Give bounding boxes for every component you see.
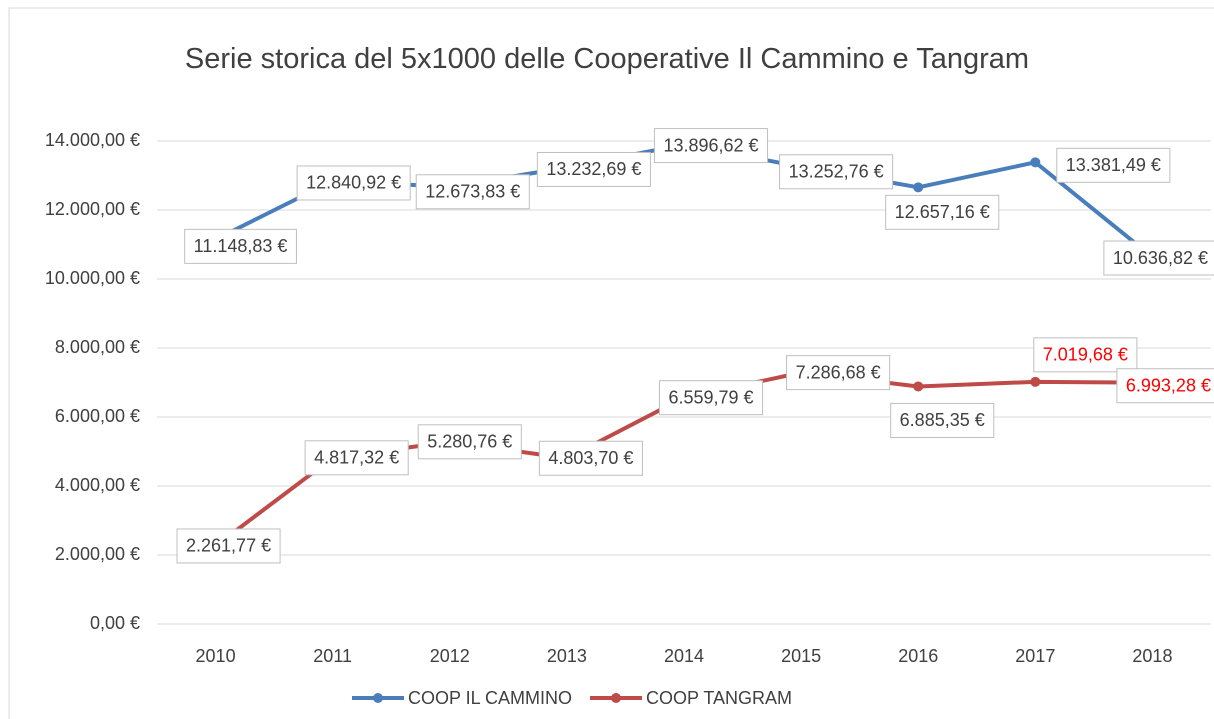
data-label: 7.286,68 € xyxy=(786,355,891,391)
data-label-text: 5.280,76 € xyxy=(427,432,512,452)
data-label-box xyxy=(296,165,411,201)
x-tick-label: 2018 xyxy=(1132,646,1172,666)
data-label-box xyxy=(304,440,409,476)
data-label-box xyxy=(658,380,764,416)
data-label-box xyxy=(1116,368,1214,404)
y-tick-label: 10.000,00 € xyxy=(45,268,140,288)
x-tick-label: 2014 xyxy=(664,646,704,666)
data-label: 4.817,32 € xyxy=(304,440,409,476)
data-label: 10.636,82 € xyxy=(1103,240,1214,276)
data-label: 12.657,16 € xyxy=(885,194,1000,230)
data-label-text: 13.252,76 € xyxy=(789,162,884,182)
data-label-text: 6.885,35 € xyxy=(900,410,985,430)
data-label: 13.381,49 € xyxy=(1056,147,1171,183)
data-label: 13.232,69 € xyxy=(536,151,651,187)
data-label: 11.148,83 € xyxy=(184,228,297,264)
data-label-box xyxy=(885,194,1000,230)
x-tick-label: 2010 xyxy=(196,646,236,666)
data-label-text: 4.803,70 € xyxy=(548,448,633,468)
data-label-box xyxy=(1103,240,1214,276)
x-tick-label: 2013 xyxy=(547,646,587,666)
data-label-text: 6.559,79 € xyxy=(668,387,753,407)
legend-label: COOP TANGRAM xyxy=(646,688,792,708)
data-label: 7.019,68 € xyxy=(1033,337,1138,373)
series-marker xyxy=(913,182,924,193)
data-label-box xyxy=(890,402,995,438)
x-tick-label: 2015 xyxy=(781,646,821,666)
y-tick-label: 12.000,00 € xyxy=(45,199,140,219)
legend-marker xyxy=(611,693,622,703)
data-label-text: 12.673,83 € xyxy=(425,182,520,202)
data-label-box xyxy=(417,424,522,460)
data-label-text: 13.896,62 € xyxy=(663,135,758,155)
data-label-box xyxy=(779,154,894,190)
data-label: 12.673,83 € xyxy=(415,174,530,210)
data-label-box xyxy=(653,128,769,164)
chart-border xyxy=(8,7,1214,719)
y-tick-label: 8.000,00 € xyxy=(55,337,140,357)
series-marker xyxy=(1030,157,1041,168)
legend-label: COOP IL CAMMINO xyxy=(408,688,572,708)
y-tick-label: 2.000,00 € xyxy=(55,544,140,564)
data-label: 13.252,76 € xyxy=(779,154,894,190)
y-tick-label: 6.000,00 € xyxy=(55,406,140,426)
data-label-box xyxy=(536,151,651,187)
x-tick-label: 2012 xyxy=(430,646,470,666)
y-tick-label: 0,00 € xyxy=(90,613,140,633)
series-marker xyxy=(913,381,924,392)
data-label-text: 13.381,49 € xyxy=(1066,155,1161,175)
data-label-text: 7.019,68 € xyxy=(1043,345,1128,365)
data-label-text: 12.840,92 € xyxy=(306,173,401,193)
data-label: 4.803,70 € xyxy=(538,440,643,476)
data-label-text: 13.232,69 € xyxy=(546,159,641,179)
data-label-box xyxy=(176,528,281,564)
data-label-box xyxy=(1033,337,1138,373)
data-label-text: 2.261,77 € xyxy=(186,536,271,556)
y-tick-label: 14.000,00 € xyxy=(45,130,140,150)
data-label: 12.840,92 € xyxy=(296,165,411,201)
data-label-text: 4.817,32 € xyxy=(314,448,399,468)
series-marker xyxy=(1030,376,1041,387)
data-label-text: 11.148,83 € xyxy=(194,236,288,256)
data-label-text: 10.636,82 € xyxy=(1113,248,1208,268)
data-label-box xyxy=(538,440,643,476)
data-label: 2.261,77 € xyxy=(176,528,281,564)
data-label: 6.559,79 € xyxy=(658,380,764,416)
data-label: 5.280,76 € xyxy=(417,424,522,460)
data-label-box xyxy=(184,228,297,264)
data-label-text: 12.657,16 € xyxy=(895,202,990,222)
data-label: 6.993,28 € xyxy=(1116,368,1214,404)
data-label-text: 6.993,28 € xyxy=(1126,375,1211,395)
legend-marker xyxy=(373,693,383,703)
data-label-box xyxy=(415,174,530,210)
x-tick-label: 2016 xyxy=(898,646,938,666)
chart-title: Serie storica del 5x1000 delle Cooperati… xyxy=(184,43,1030,75)
data-label: 6.885,35 € xyxy=(890,402,995,438)
x-tick-label: 2011 xyxy=(313,646,352,666)
data-label-text: 7.286,68 € xyxy=(796,362,881,382)
y-tick-label: 4.000,00 € xyxy=(55,475,140,495)
data-label-box xyxy=(786,355,891,391)
data-label: 13.896,62 € xyxy=(653,128,769,164)
data-label-box xyxy=(1056,147,1171,183)
x-tick-label: 2017 xyxy=(1015,646,1055,666)
